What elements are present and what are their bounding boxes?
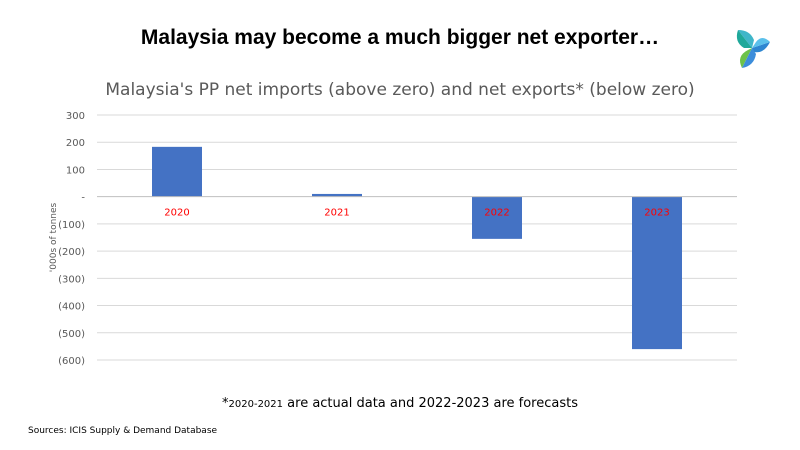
y-tick-label: (100): [58, 220, 85, 231]
y-tick-label: (400): [58, 302, 85, 313]
bar-2021: [312, 193, 362, 197]
x-category-label: 2022: [484, 208, 509, 219]
slide-title: Malaysia may become a much bigger net ex…: [140, 26, 660, 49]
y-axis-label: '000s of tonnes: [49, 202, 59, 272]
y-tick-label: 300: [66, 111, 85, 122]
footnote-mark: *: [222, 396, 229, 411]
y-tick-label: (200): [58, 247, 85, 258]
chart-title: Malaysia's PP net imports (above zero) a…: [105, 80, 695, 100]
sources-note: Sources: ICIS Supply & Demand Database: [28, 426, 218, 436]
footnote-years: 2020-2021: [228, 399, 284, 410]
y-tick-label: (500): [58, 329, 85, 340]
footnote: *2020-2021 are actual data and 2022-2023…: [0, 396, 800, 411]
y-tick-label: (600): [58, 356, 85, 367]
y-tick-label: 100: [66, 165, 85, 176]
x-category-label: 2021: [324, 208, 349, 219]
y-tick-label: 200: [66, 138, 85, 149]
bar-2023: [632, 196, 682, 350]
y-tick-label: -: [81, 193, 85, 204]
x-category-label: 2020: [164, 208, 189, 219]
footnote-text: are actual data and 2022-2023 are foreca…: [283, 396, 578, 411]
x-category-label: 2023: [644, 208, 669, 219]
icis-logo-icon: [736, 30, 770, 68]
bar-2022: [472, 196, 522, 239]
y-tick-label: (300): [58, 274, 85, 285]
bar-2020: [152, 146, 202, 197]
